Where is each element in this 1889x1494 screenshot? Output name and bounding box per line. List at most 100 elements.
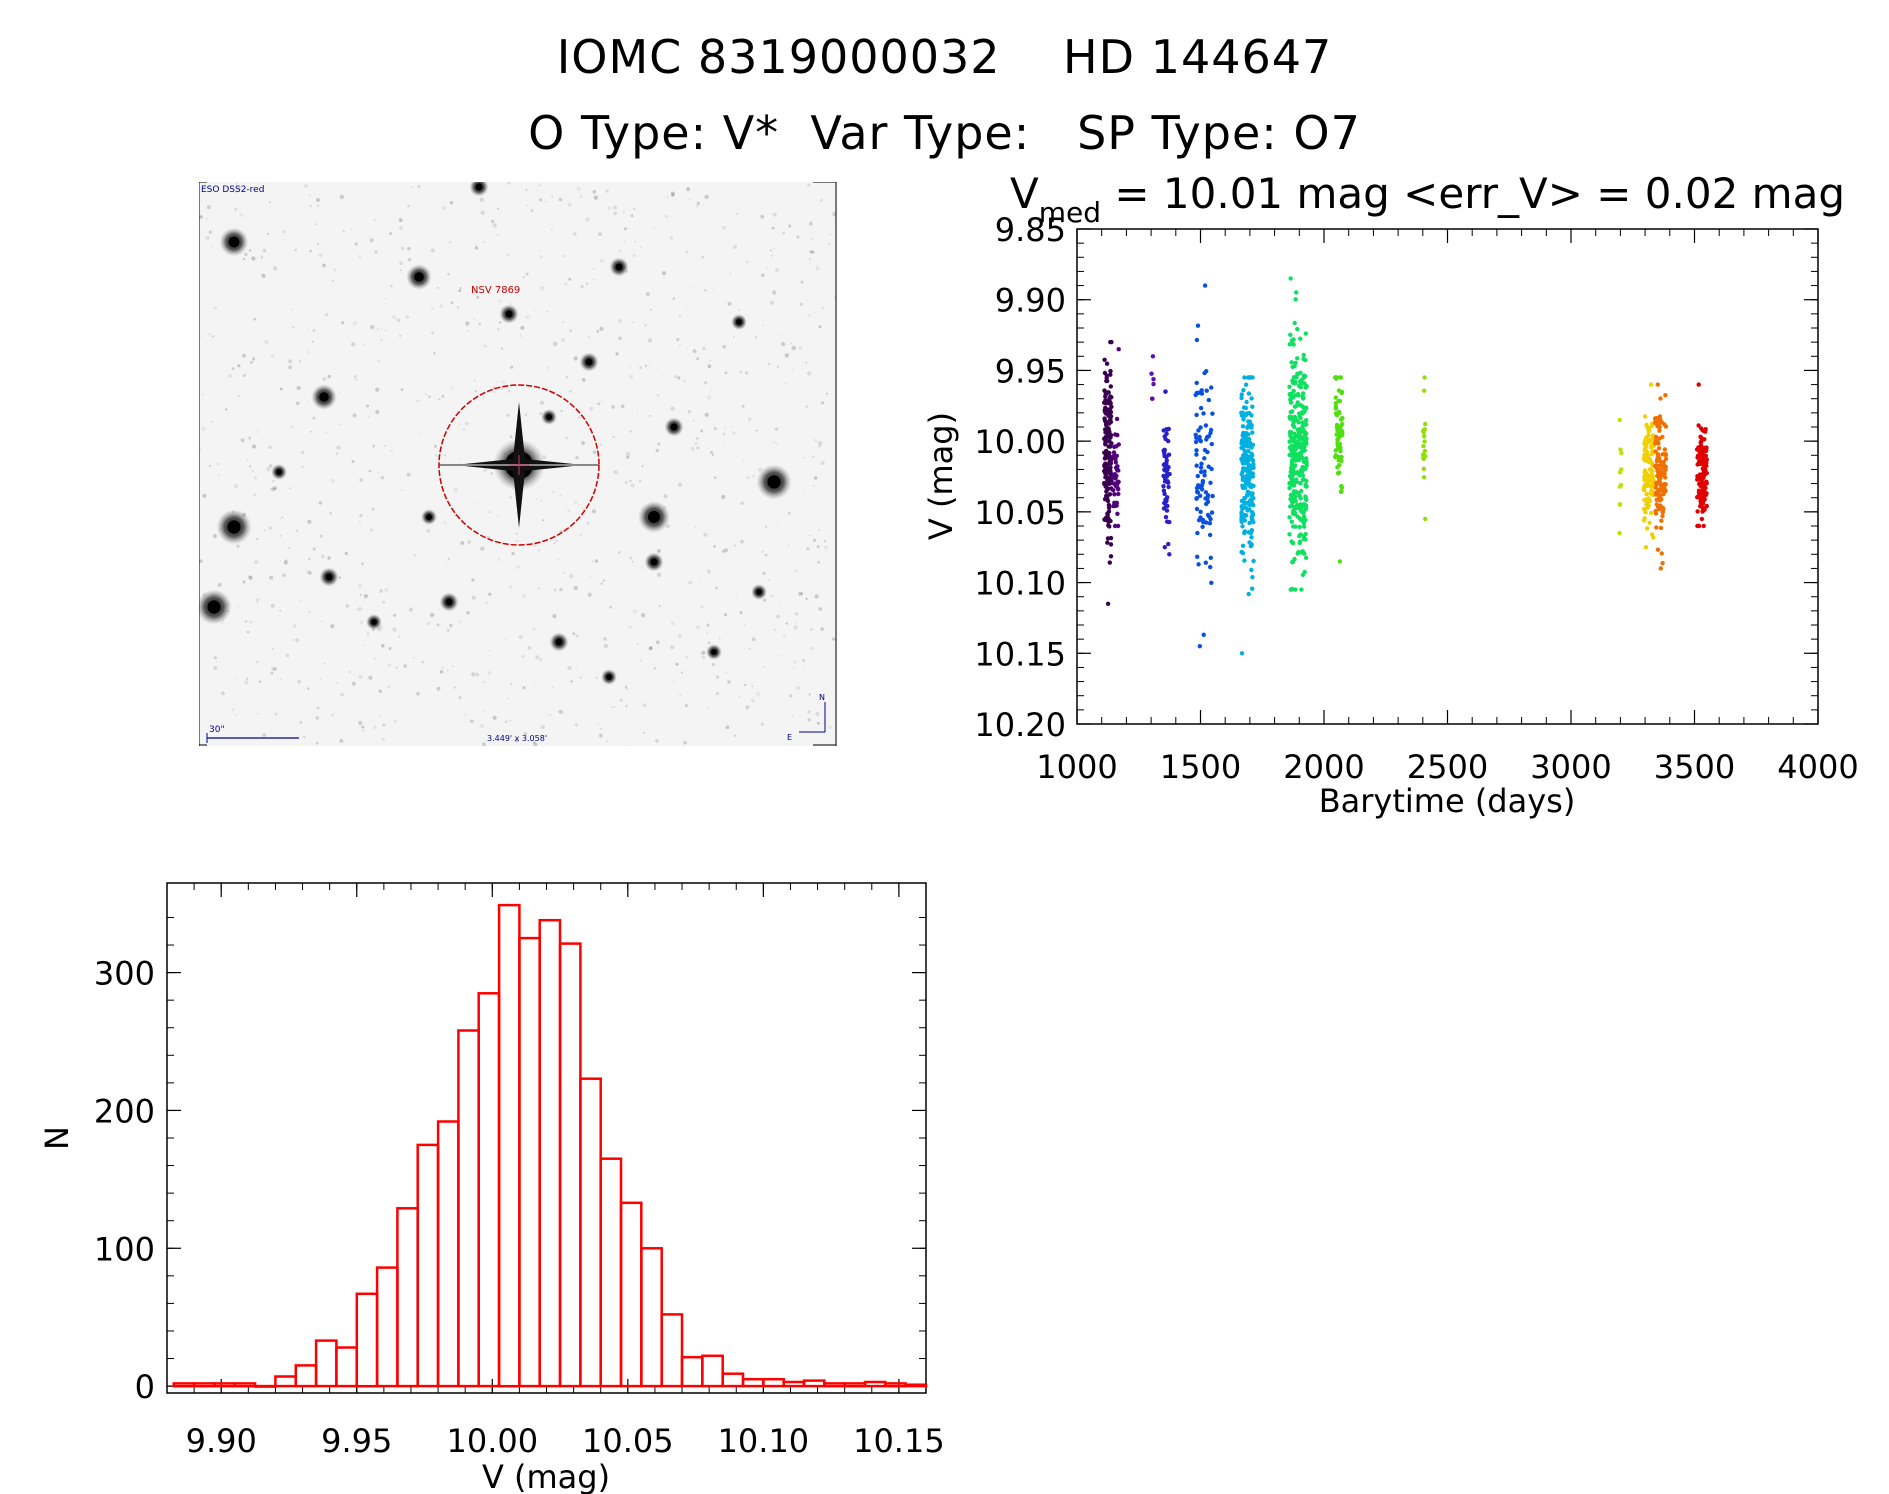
sky-star xyxy=(563,713,565,715)
sky-star xyxy=(802,456,806,459)
sky-star xyxy=(213,665,218,670)
sky-star xyxy=(292,624,297,628)
sky-star xyxy=(555,638,563,646)
sky-star xyxy=(816,721,820,725)
sky-star xyxy=(475,672,480,677)
lc-point xyxy=(1150,396,1155,401)
lc-point xyxy=(1250,404,1255,409)
hist-bar xyxy=(884,1382,907,1388)
sky-star xyxy=(433,667,436,670)
lc-title: Vmed = 10.01 mag <err_V> = 0.02 mag xyxy=(1010,169,1845,229)
lc-point xyxy=(1242,375,1247,380)
sky-star xyxy=(381,737,385,741)
sky-star xyxy=(540,286,545,291)
sky-star xyxy=(378,689,382,693)
sky-star xyxy=(295,401,300,406)
sky-star xyxy=(429,612,435,618)
sky-star xyxy=(597,402,600,406)
sky-star xyxy=(773,247,776,250)
sky-star xyxy=(620,404,625,408)
lc-point xyxy=(1111,454,1116,459)
sky-star xyxy=(693,419,695,422)
sky-star xyxy=(474,246,479,250)
sky-star xyxy=(256,712,259,715)
sky-star xyxy=(498,321,502,324)
sky-star xyxy=(744,371,749,375)
sky-star xyxy=(630,214,634,218)
sky-star xyxy=(614,706,617,708)
lc-point xyxy=(1112,492,1117,497)
lc-point xyxy=(1102,464,1108,470)
lc-point xyxy=(1249,528,1255,533)
lc-point xyxy=(1151,377,1156,382)
sky-star xyxy=(704,194,709,200)
sky-star xyxy=(331,279,334,282)
sky-star xyxy=(761,550,764,553)
sky-star xyxy=(407,257,412,262)
sky-star xyxy=(689,198,691,200)
sky-star xyxy=(308,611,311,614)
sky-star xyxy=(588,336,590,338)
sky-star xyxy=(300,450,305,455)
sky-star xyxy=(603,643,609,649)
lc-point xyxy=(1195,530,1200,536)
sky-star xyxy=(767,362,771,366)
sky-star xyxy=(558,709,563,715)
sky-star xyxy=(249,621,252,624)
sky-star xyxy=(413,553,417,557)
sky-star xyxy=(693,525,696,528)
sky-star xyxy=(807,183,811,187)
sky-star xyxy=(474,390,477,393)
hist-x-tick-label: 10.15 xyxy=(853,1422,945,1460)
sky-star xyxy=(694,441,698,446)
lc-point xyxy=(1198,509,1203,514)
sky-star xyxy=(809,258,811,260)
sky-star xyxy=(421,661,424,664)
hist-bar xyxy=(802,1379,826,1388)
sky-star xyxy=(553,542,556,545)
sky-star xyxy=(650,558,658,566)
sky-star xyxy=(488,649,491,652)
sky-star xyxy=(377,328,379,330)
lc-point xyxy=(1247,520,1252,526)
lc-point xyxy=(1198,465,1204,470)
sky-star xyxy=(398,635,401,638)
sky-star xyxy=(703,380,708,385)
sky-star xyxy=(683,741,687,745)
sky-star xyxy=(644,324,647,327)
sky-star xyxy=(484,601,489,605)
sky-star xyxy=(611,405,615,409)
lc-point xyxy=(1151,381,1156,387)
lc-point xyxy=(1207,532,1213,538)
sky-star xyxy=(211,245,214,248)
sky-star xyxy=(319,392,329,402)
hist-bar xyxy=(701,1354,724,1388)
sky-star xyxy=(591,509,597,514)
sky-star xyxy=(739,611,743,615)
sky-star xyxy=(688,581,692,585)
lc-point xyxy=(1106,426,1111,432)
sky-star xyxy=(796,235,800,239)
sky-star xyxy=(375,328,377,330)
sky-star xyxy=(523,732,527,736)
sky-star xyxy=(703,532,708,537)
sky-star xyxy=(281,516,284,518)
sky-star xyxy=(507,698,509,700)
lc-point xyxy=(1104,493,1109,499)
sky-star xyxy=(501,380,506,384)
sky-star xyxy=(244,620,248,623)
sky-star xyxy=(674,375,678,379)
sky-star xyxy=(615,352,619,356)
sky-star xyxy=(638,480,642,483)
sky-star xyxy=(381,644,385,648)
sky-star xyxy=(388,232,392,236)
sky-star xyxy=(539,255,543,259)
sky-star xyxy=(306,329,308,331)
sky-star xyxy=(618,250,621,253)
hist-x-tick-label: 9.90 xyxy=(186,1422,257,1460)
lc-point xyxy=(1201,411,1206,416)
lc-point xyxy=(1245,493,1250,498)
sky-star xyxy=(792,659,797,664)
sky-star xyxy=(388,664,391,667)
lc-point xyxy=(1209,580,1214,585)
